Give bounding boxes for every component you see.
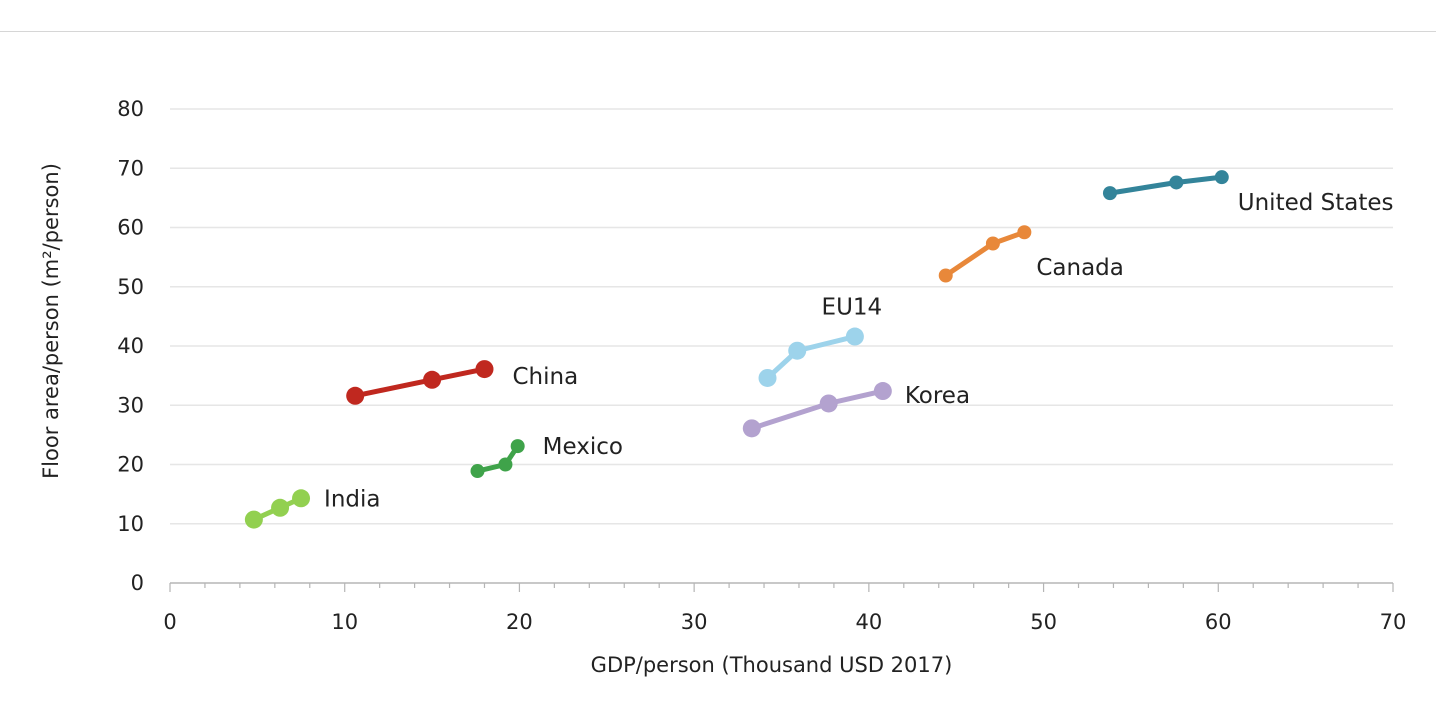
series-labels: India China Mexico EU14 Korea Canada United St… <box>324 190 1393 512</box>
gridlines <box>170 108 1393 525</box>
data-point-korea-2 <box>819 394 838 413</box>
data-point-eu14-2 <box>788 341 807 360</box>
x-tick-label: 50 <box>1030 610 1057 634</box>
series-india <box>244 489 311 529</box>
data-point-eu14-3 <box>845 327 864 346</box>
x-tick-label: 0 <box>163 610 176 634</box>
series-korea <box>742 382 892 438</box>
series-united-states <box>1102 170 1229 201</box>
data-point-united-states-2 <box>1169 175 1184 190</box>
x-tick-label: 20 <box>506 610 533 634</box>
series-line-united-states <box>1107 174 1225 196</box>
axes <box>169 582 1394 592</box>
y-tick-label: 60 <box>117 216 144 240</box>
data-point-korea-1 <box>742 419 761 438</box>
data-point-canada-1 <box>938 268 953 283</box>
data-point-mexico-1 <box>470 464 485 479</box>
data-point-india-3 <box>292 489 311 508</box>
data-point-eu14-1 <box>758 368 777 387</box>
data-point-korea-3 <box>873 382 892 401</box>
y-tick-label: 30 <box>117 393 144 417</box>
series-eu14 <box>758 327 864 387</box>
x-tick-label: 40 <box>855 610 882 634</box>
x-tick-label: 60 <box>1205 610 1232 634</box>
series-label-united-states: United States <box>1238 190 1394 216</box>
x-tick-label: 10 <box>331 610 358 634</box>
series-label-canada: Canada <box>1036 255 1124 281</box>
series-label-korea: Korea <box>905 383 970 409</box>
y-tick-label: 50 <box>117 275 144 299</box>
y-tick-label: 80 <box>117 97 144 121</box>
y-tick-label: 0 <box>131 571 144 595</box>
data-point-mexico-2 <box>498 457 513 472</box>
y-axis-title: Floor area/person (m²/person) <box>39 163 63 479</box>
x-tick-labels: 0 10 20 30 40 50 60 70 <box>163 610 1406 634</box>
series-label-mexico: Mexico <box>543 434 623 460</box>
series-line-canada <box>943 229 1027 278</box>
data-point-united-states-3 <box>1214 170 1229 185</box>
series-line-korea <box>749 388 886 431</box>
x-axis-title: GDP/person (Thousand USD 2017) <box>591 653 953 677</box>
data-point-india-1 <box>244 510 263 529</box>
top-divider <box>0 31 1436 32</box>
y-tick-label: 70 <box>117 156 144 180</box>
y-tick-label: 10 <box>117 512 144 536</box>
data-point-united-states-1 <box>1102 186 1117 201</box>
y-tick-labels: 0 10 20 30 40 50 60 70 80 <box>117 97 144 595</box>
series-layer <box>244 170 1229 529</box>
data-point-india-2 <box>271 498 290 517</box>
data-point-mexico-3 <box>510 439 525 454</box>
data-point-canada-3 <box>1017 225 1032 240</box>
series-china <box>346 360 494 405</box>
data-point-canada-2 <box>985 236 1000 251</box>
y-tick-label: 40 <box>117 334 144 358</box>
series-mexico <box>470 439 525 479</box>
data-point-china-2 <box>423 370 442 389</box>
series-line-china <box>352 366 487 399</box>
data-point-china-1 <box>346 386 365 405</box>
series-label-eu14: EU14 <box>822 295 883 321</box>
x-tick-label: 70 <box>1380 610 1407 634</box>
x-tick-label: 30 <box>681 610 708 634</box>
series-line-eu14 <box>765 334 858 381</box>
series-label-china: China <box>512 364 578 390</box>
y-tick-label: 20 <box>117 453 144 477</box>
series-label-india: India <box>324 486 380 512</box>
data-point-china-3 <box>475 360 494 379</box>
series-canada <box>938 225 1032 283</box>
